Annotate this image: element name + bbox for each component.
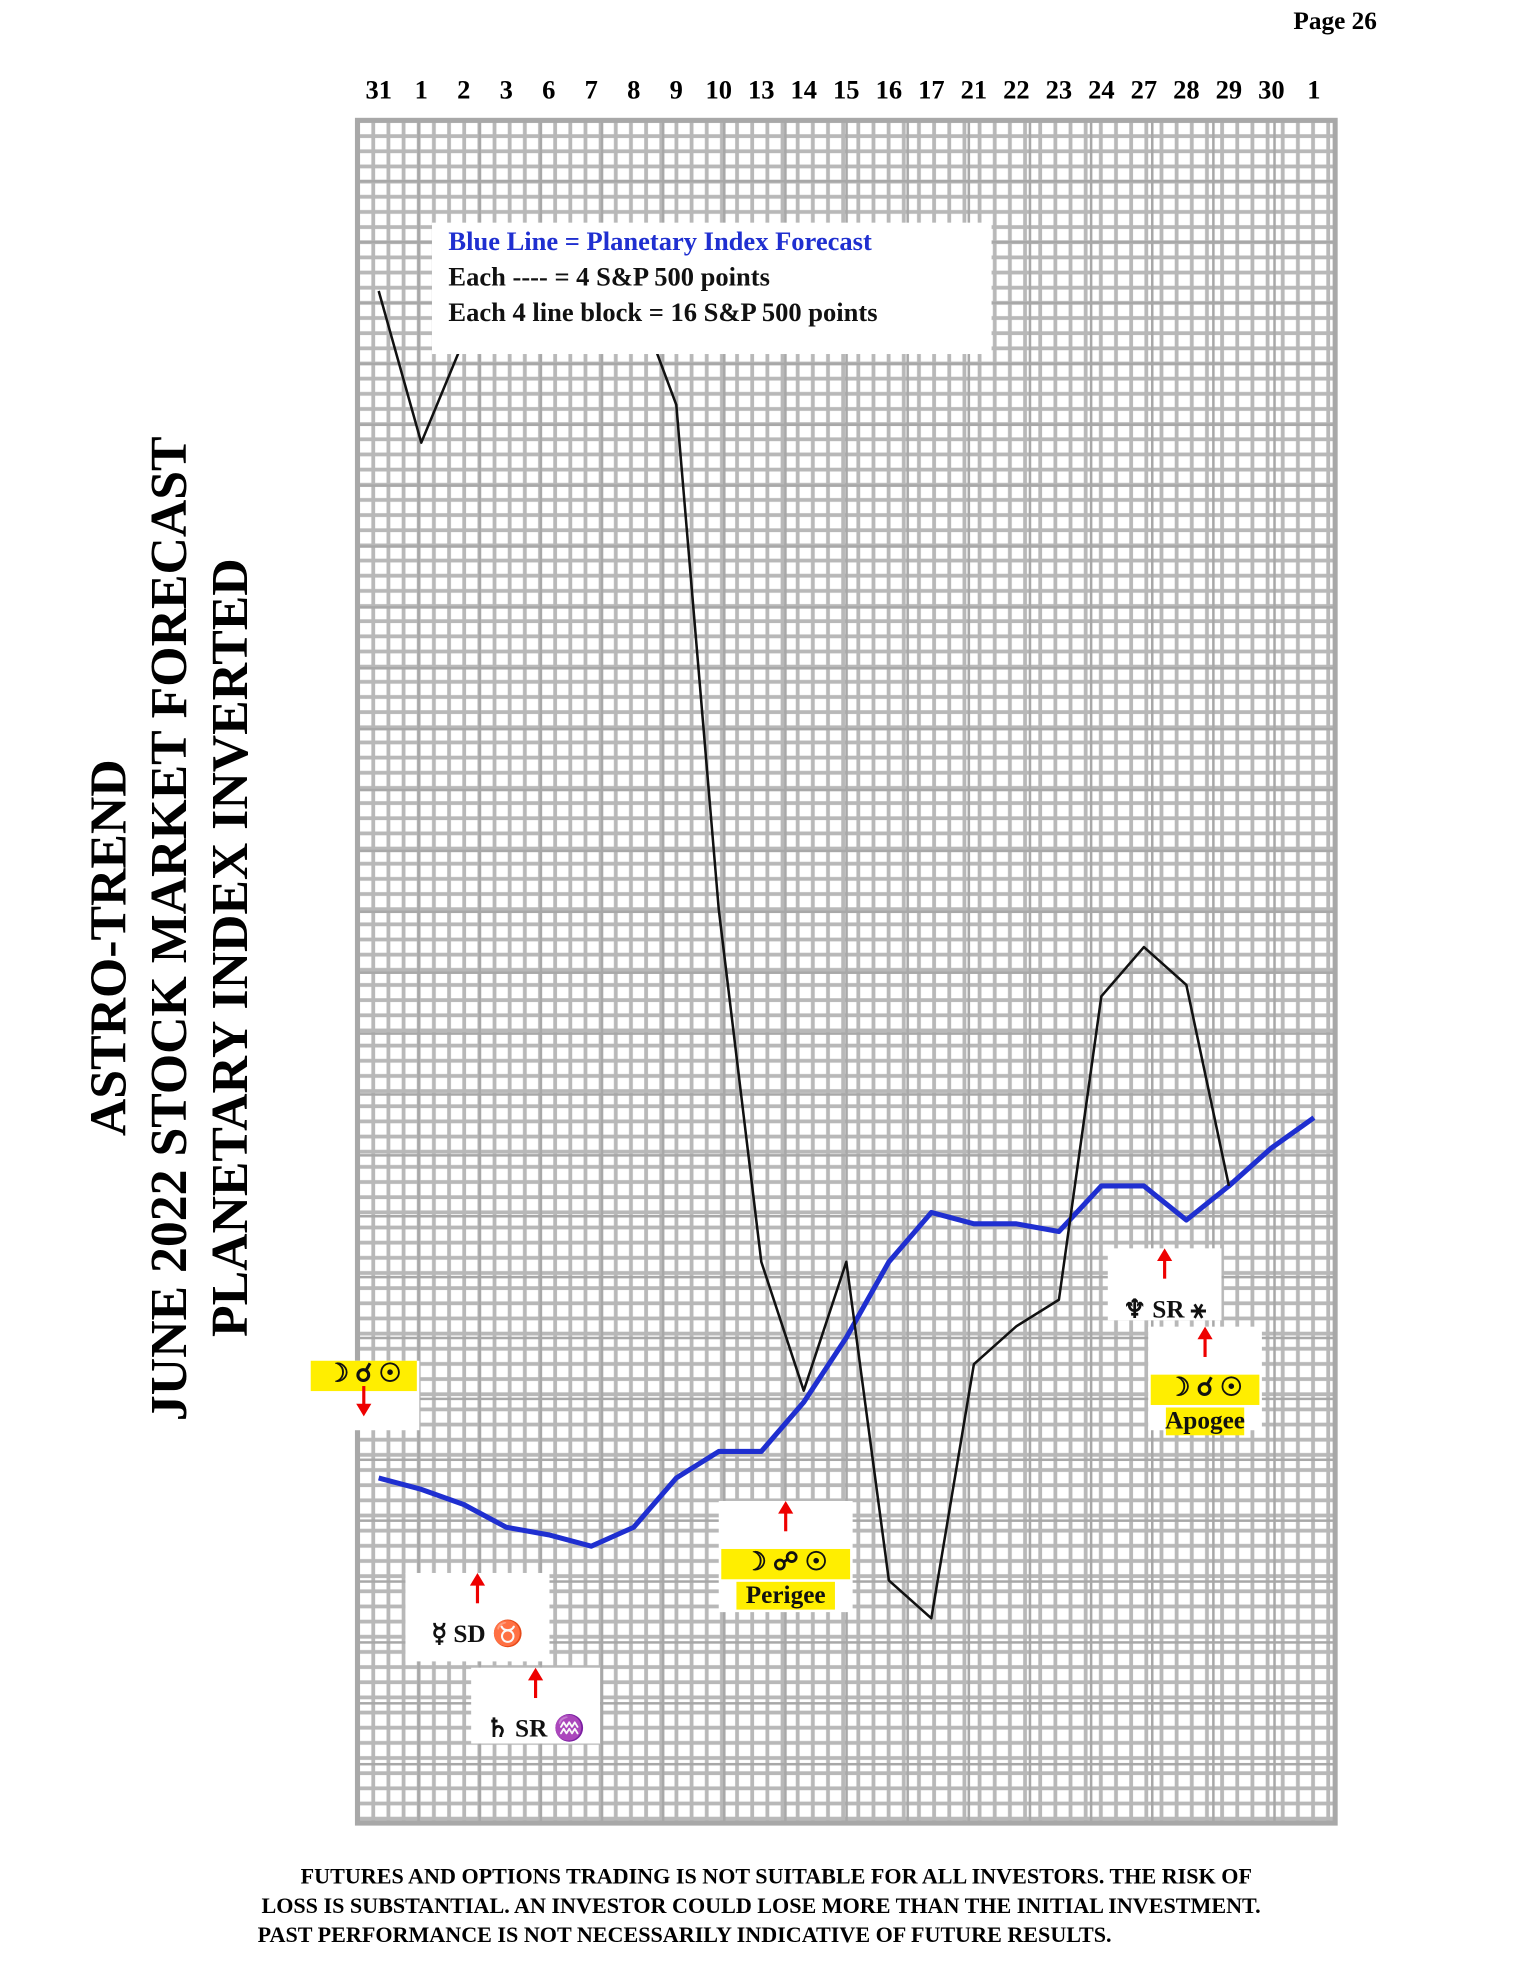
highlight (736, 1581, 835, 1610)
x-tick-label: 13 (748, 75, 775, 105)
title-line: ASTRO-TREND (81, 759, 138, 1136)
legend-box (432, 222, 992, 355)
annotation-symbols: ♆ SR ⚹ (1123, 1295, 1206, 1323)
arrow-head (469, 1572, 486, 1586)
x-tick-label: 8 (627, 75, 640, 105)
title-line: PLANETARY INDEX INVERTED (202, 558, 259, 1337)
x-tick-label: 10 (706, 75, 733, 105)
x-tick-label: 6 (542, 75, 555, 105)
legend-text: Blue Line = Planetary Index Forecast (448, 226, 872, 256)
legend: Blue Line = Planetary Index Forecast Eac… (432, 222, 992, 355)
arrow-head (1157, 1248, 1173, 1261)
x-tick-label: 29 (1216, 75, 1243, 105)
x-tick-label: 1 (1307, 75, 1320, 105)
plot-border (354, 117, 1338, 1826)
x-tick-label: 28 (1173, 75, 1200, 105)
annotation-symbols: ☽ ☍ ☉ (744, 1548, 827, 1576)
x-tick-label: 9 (670, 75, 683, 105)
page-number: Page 26 (1293, 7, 1376, 35)
highlight (1165, 1407, 1245, 1436)
x-tick-label: 24 (1088, 75, 1115, 105)
annotation-symbols: ☽ ☌ ☉ (1168, 1374, 1243, 1402)
legend-text: Each ---- = 4 S&P 500 points (448, 262, 770, 292)
annotation-symbols: ☽ ☌ ☉ (326, 1360, 401, 1388)
x-tick-label: 31 (365, 75, 392, 105)
x-tick-label: 22 (1003, 75, 1030, 105)
highlight (721, 1548, 851, 1580)
annotation-symbols: ♄ SR ♒ (486, 1714, 585, 1743)
x-tick-label: 2 (457, 75, 470, 105)
series-line (378, 1115, 1316, 1549)
x-tick-label: 3 (500, 75, 513, 105)
arrow-head (356, 1403, 372, 1417)
x-tick-label: 15 (833, 75, 860, 105)
x-tick-label: 14 (791, 75, 818, 105)
x-tick-label: 17 (918, 75, 945, 105)
arrow-head (528, 1667, 544, 1681)
x-tick-label: 16 (876, 75, 903, 105)
x-tick-label: 1 (415, 75, 428, 105)
footer: FUTURES AND OPTIONS TRADING IS NOT SUITA… (258, 1864, 1261, 1947)
arrow-head (778, 1500, 794, 1514)
x-tick-label: 30 (1258, 75, 1285, 105)
footer-line: LOSS IS SUBSTANTIAL. AN INVESTOR COULD L… (261, 1893, 1260, 1918)
annotation-label: Apogee (1165, 1406, 1245, 1434)
annotation-symbols: ☿ SD ♉ (432, 1619, 524, 1648)
footer-line: PAST PERFORMANCE IS NOT NECESSARILY INDI… (258, 1922, 1112, 1947)
highlight (1150, 1374, 1260, 1405)
x-tick-label: 7 (585, 75, 598, 105)
annotation-label: Perigee (746, 1581, 826, 1609)
title-line: JUNE 2022 STOCK MARKET FORECAST (141, 436, 198, 1421)
legend-text: Each 4 line block = 16 S&P 500 points (448, 297, 877, 327)
x-tick-label: 27 (1131, 75, 1158, 105)
footer-line: FUTURES AND OPTIONS TRADING IS NOT SUITA… (301, 1864, 1252, 1889)
arrow-head (1197, 1326, 1213, 1340)
x-tick-label: 21 (961, 75, 988, 105)
x-tick-label: 23 (1046, 75, 1073, 105)
title-block: ASTRO-TREND JUNE 2022 STOCK MARKET FOREC… (81, 436, 259, 1421)
